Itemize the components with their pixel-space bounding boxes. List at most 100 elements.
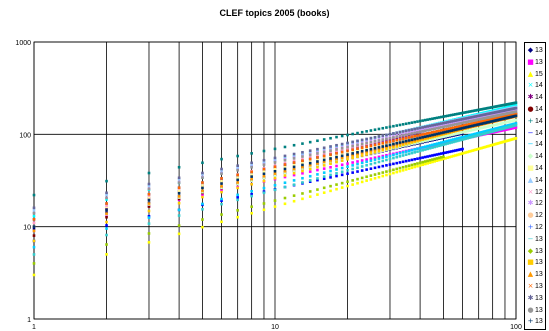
data-point — [413, 127, 417, 131]
data-point — [477, 123, 480, 126]
legend-item: × 12 — [526, 187, 545, 198]
data-point — [421, 163, 424, 167]
data-point — [413, 162, 417, 166]
data-point — [292, 183, 296, 187]
data-point — [472, 132, 476, 136]
data-point — [474, 115, 477, 118]
data-point — [262, 176, 266, 180]
data-point — [351, 164, 354, 167]
legend-item: ✱ 13 — [526, 293, 545, 304]
data-point — [431, 158, 434, 161]
data-point — [418, 156, 422, 160]
data-point — [250, 189, 253, 193]
data-point — [283, 163, 287, 166]
data-point — [388, 132, 392, 136]
data-point — [322, 186, 326, 190]
data-point — [481, 130, 485, 134]
data-point — [423, 148, 427, 151]
data-point — [392, 171, 395, 175]
data-point — [467, 125, 471, 128]
data-point — [448, 124, 451, 127]
data-point — [475, 121, 479, 124]
data-point — [346, 155, 349, 158]
data-point — [329, 136, 332, 140]
data-point — [322, 177, 326, 181]
data-point — [452, 128, 455, 132]
data-point — [147, 182, 151, 186]
legend: ◆ 13 ■ 13 ▲ 15 × 14 ✱ 14 ● 14 +14−14−14 ◆ 14 ■ 14 ▲ 14 × 12 ✱… — [524, 42, 546, 330]
data-point — [462, 121, 466, 124]
data-point — [410, 128, 414, 131]
data-point — [452, 133, 455, 136]
data-point — [401, 165, 405, 169]
data-point — [480, 115, 483, 119]
legend-marker: − — [527, 140, 534, 149]
data-point — [381, 137, 385, 140]
data-point — [514, 123, 518, 127]
data-point — [404, 122, 408, 126]
data-point — [388, 169, 392, 172]
data-point — [472, 121, 476, 125]
legend-item: −14 — [526, 128, 545, 139]
data-point — [388, 154, 392, 158]
data-point — [491, 143, 494, 147]
data-point — [431, 124, 434, 127]
data-point — [426, 139, 429, 142]
data-point — [373, 161, 377, 165]
data-point — [428, 146, 432, 150]
data-point — [346, 149, 349, 153]
data-point — [490, 143, 493, 147]
data-point — [373, 143, 377, 147]
data-point — [446, 134, 449, 138]
data-point — [454, 132, 457, 136]
data-point — [423, 125, 427, 129]
data-point — [388, 163, 392, 166]
series — [32, 114, 518, 228]
data-point — [440, 122, 443, 125]
data-point — [442, 135, 445, 139]
data-point — [442, 151, 445, 155]
data-point — [32, 229, 36, 233]
data-point — [220, 172, 223, 175]
data-point — [475, 132, 479, 135]
data-point — [365, 145, 368, 149]
data-point — [471, 119, 474, 123]
data-point — [351, 152, 354, 155]
data-point — [462, 119, 466, 123]
data-point — [407, 152, 411, 156]
data-point — [478, 116, 482, 119]
data-point — [356, 152, 359, 156]
data-point — [428, 128, 432, 132]
data-point — [385, 126, 388, 129]
data-point — [236, 198, 239, 202]
data-point — [423, 118, 427, 122]
data-point — [475, 148, 479, 151]
data-point — [385, 133, 388, 137]
data-point — [437, 126, 441, 130]
data-point — [220, 199, 223, 203]
legend-label: 13 — [535, 318, 543, 326]
data-point — [373, 140, 377, 143]
data-point — [283, 202, 287, 206]
data-point — [437, 144, 441, 148]
data-point — [351, 156, 354, 160]
data-point — [322, 191, 326, 194]
data-point — [273, 167, 277, 171]
data-point — [377, 139, 381, 142]
data-point — [301, 176, 304, 180]
data-point — [147, 195, 151, 199]
data-point — [471, 122, 474, 125]
data-point — [455, 118, 459, 122]
data-point — [32, 206, 36, 210]
data-point — [283, 161, 287, 165]
data-point — [475, 134, 479, 137]
data-point — [480, 130, 483, 134]
data-point — [442, 121, 445, 125]
data-point — [469, 133, 473, 137]
data-point — [413, 165, 417, 169]
data-point — [472, 124, 476, 127]
data-point — [392, 139, 395, 143]
data-point — [365, 141, 368, 145]
legend-item: ■ 13 — [526, 57, 545, 68]
